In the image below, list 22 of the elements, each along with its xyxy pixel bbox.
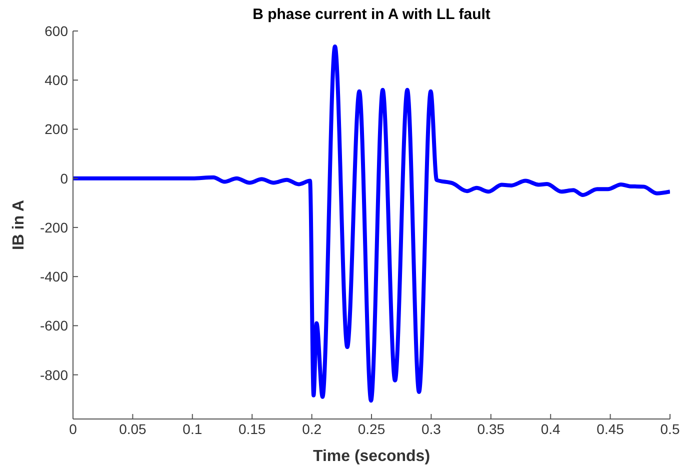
y-tick-label: -800 (40, 366, 68, 383)
y-tick-label: -400 (40, 268, 68, 285)
x-tick-label: 0.25 (358, 420, 386, 437)
y-tick-label: 600 (44, 22, 68, 39)
y-tick-label: -200 (40, 219, 68, 236)
y-tick-label: 400 (44, 72, 68, 88)
x-tick-label: 0.5 (660, 420, 680, 437)
y-axis-title: IB in A (10, 200, 28, 250)
x-tick-label: 0.15 (238, 420, 266, 437)
y-tick-label: 200 (44, 121, 68, 138)
x-axis-title: Time (seconds) (312, 448, 430, 465)
x-tick-label: 0.4 (540, 420, 561, 437)
y-tick-label: 0 (60, 170, 68, 186)
x-tick-label: 0.3 (421, 420, 442, 437)
line-series (73, 44, 670, 403)
x-tick-label: 0.2 (302, 420, 322, 437)
x-tick-label: 0.35 (477, 420, 505, 437)
x-tick-label: 0.1 (182, 420, 202, 437)
x-tick-label: 0.05 (119, 420, 147, 437)
chart-title: B phase current in A with LL fault (252, 6, 492, 23)
x-tick-label: 0.45 (596, 420, 624, 437)
y-tick-label: -600 (40, 318, 68, 334)
